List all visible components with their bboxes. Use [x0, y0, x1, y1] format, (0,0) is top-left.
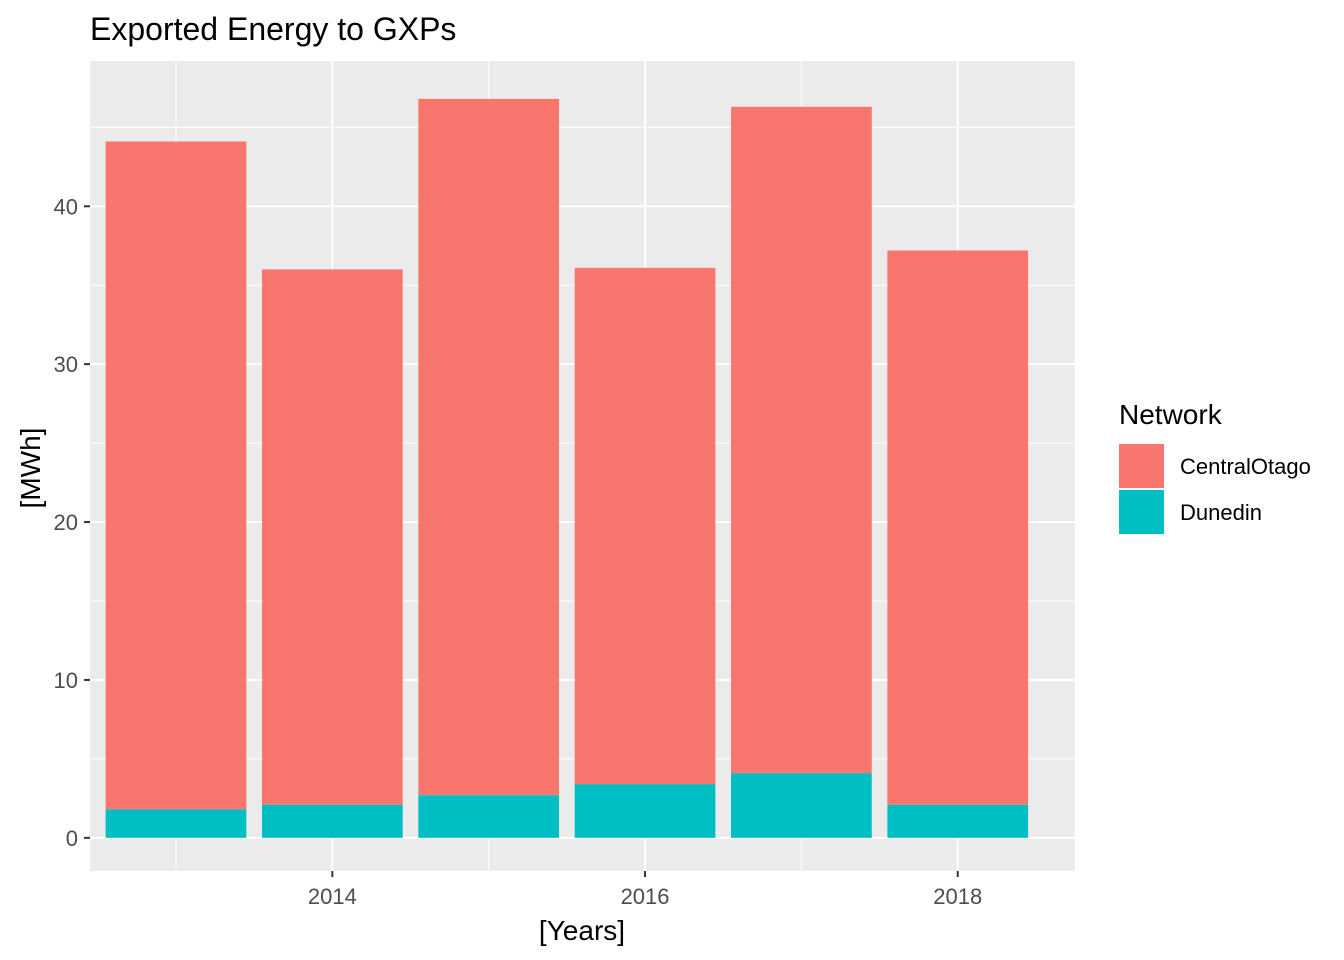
- bar-centralotago-2014: [261, 269, 403, 805]
- x-axis-title: [Years]: [539, 915, 625, 946]
- legend-title: Network: [1119, 399, 1223, 430]
- bar-dunedin-2015: [418, 795, 560, 838]
- bar-centralotago-2016: [574, 267, 716, 785]
- legend-label-centralotago: CentralOtago: [1180, 454, 1311, 479]
- bar-centralotago-2013: [105, 141, 247, 810]
- x-tick-label: 2016: [621, 884, 670, 909]
- y-tick-label: 20: [54, 510, 78, 535]
- legend-key-centralotago: [1119, 444, 1164, 488]
- bars: [105, 98, 1029, 838]
- y-axis-title: [MWh]: [15, 428, 46, 509]
- y-tick-label: 0: [66, 826, 78, 851]
- legend-label-dunedin: Dunedin: [1180, 500, 1262, 525]
- bar-centralotago-2015: [418, 98, 560, 796]
- bar-dunedin-2018: [887, 804, 1029, 838]
- x-axis: 2014 2016 2018: [308, 871, 982, 909]
- legend: Network CentralOtago Dunedin: [1119, 399, 1311, 534]
- chart-title: Exported Energy to GXPs: [90, 11, 456, 47]
- bar-dunedin-2017: [731, 773, 872, 838]
- y-tick-label: 10: [54, 668, 78, 693]
- y-axis: 0 10 20 30 40: [54, 194, 90, 851]
- bar-dunedin-2014: [261, 804, 403, 838]
- bar-dunedin-2016: [574, 784, 716, 838]
- legend-entries: CentralOtago Dunedin: [1119, 444, 1311, 534]
- y-tick-label: 30: [54, 352, 78, 377]
- bar-centralotago-2018: [887, 250, 1029, 805]
- bar-centralotago-2017: [731, 106, 872, 774]
- x-tick-label: 2018: [933, 884, 982, 909]
- bar-dunedin-2013: [105, 809, 247, 838]
- legend-key-dunedin: [1119, 490, 1164, 534]
- y-tick-label: 40: [54, 194, 78, 219]
- x-tick-label: 2014: [308, 884, 357, 909]
